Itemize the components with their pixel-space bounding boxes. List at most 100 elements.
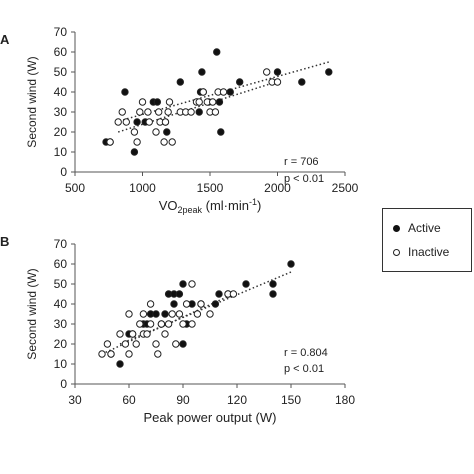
- data-point-active: [176, 78, 185, 86]
- data-point-active: [170, 300, 178, 308]
- data-point-inactive: [164, 320, 173, 328]
- data-point-active: [217, 128, 225, 136]
- x-axis-label-rest: (ml·min: [202, 198, 249, 213]
- data-point-inactive: [155, 108, 163, 116]
- data-point-active: [163, 128, 171, 136]
- data-point-active: [213, 48, 221, 56]
- panel-label: A: [0, 32, 10, 47]
- x-axis-label-main: VO: [159, 198, 178, 213]
- filled-circle-icon: [393, 224, 400, 232]
- x-tick-label: 30: [68, 393, 82, 407]
- data-point-inactive: [136, 108, 144, 116]
- y-tick-label: 50: [54, 65, 68, 79]
- data-point-inactive: [125, 310, 133, 318]
- x-axis-label-sub: 2peak: [177, 205, 202, 215]
- y-tick-label: 0: [60, 165, 67, 179]
- y-tick-label: 10: [54, 145, 68, 159]
- legend: Active Inactive: [382, 208, 472, 272]
- data-point-inactive: [132, 340, 140, 348]
- y-tick-label: 60: [54, 45, 68, 59]
- y-tick-label: 60: [54, 257, 68, 271]
- data-point-active: [236, 78, 244, 86]
- annotation-p: p < 0.01: [284, 173, 324, 185]
- data-point-inactive: [143, 330, 151, 338]
- data-point-active: [198, 68, 206, 76]
- x-axis-label-close: ): [257, 198, 261, 213]
- data-point-active: [116, 360, 124, 368]
- data-point-inactive: [145, 118, 153, 126]
- y-tick-label: 20: [54, 337, 68, 351]
- x-tick-label: 2500: [332, 181, 359, 195]
- data-point-inactive: [263, 68, 271, 76]
- x-axis-label: Peak power output (W): [144, 410, 277, 425]
- data-point-active: [195, 108, 203, 116]
- data-point-inactive: [125, 350, 133, 358]
- data-point-inactive: [146, 320, 155, 328]
- data-point-inactive: [219, 88, 228, 96]
- trend-line-active: [119, 271, 292, 345]
- data-point-inactive: [130, 128, 139, 136]
- data-point-inactive: [206, 310, 214, 318]
- data-point-inactive: [182, 300, 191, 308]
- x-axis-label-sup: -1: [249, 197, 257, 207]
- y-tick-label: 30: [54, 105, 68, 119]
- annotation-r: r = 706: [284, 156, 319, 168]
- data-point-inactive: [168, 138, 176, 146]
- data-point-active: [273, 68, 282, 76]
- y-tick-label: 10: [54, 357, 68, 371]
- data-point-inactive: [165, 98, 174, 106]
- data-point-inactive: [193, 310, 202, 318]
- legend-label-active: Active: [408, 221, 441, 235]
- data-point-inactive: [161, 330, 169, 338]
- data-point-inactive: [199, 88, 207, 96]
- panel-label: B: [0, 234, 9, 249]
- x-tick-label: 1000: [129, 181, 156, 195]
- data-point-inactive: [229, 290, 238, 298]
- data-point-inactive: [160, 138, 168, 146]
- data-point-active: [175, 290, 184, 298]
- data-point-inactive: [128, 330, 137, 338]
- data-point-inactive: [188, 320, 196, 328]
- x-tick-label: 1500: [197, 181, 224, 195]
- y-tick-label: 40: [54, 297, 68, 311]
- panel-a: A 0 10 20 30 40 50 60 70 500 1000 1500 2000 2500 Secon…: [0, 25, 359, 215]
- data-point-inactive: [122, 118, 131, 126]
- legend-item-inactive: Inactive: [393, 243, 449, 261]
- data-point-active: [153, 98, 162, 106]
- data-point-active: [130, 148, 139, 156]
- data-point-active: [242, 280, 250, 288]
- y-tick-label: 30: [54, 317, 68, 331]
- data-point-inactive: [118, 108, 126, 116]
- x-tick-label: 150: [281, 393, 301, 407]
- data-point-inactive: [197, 300, 205, 308]
- hollow-circle-icon: [393, 248, 400, 256]
- x-tick-label: 60: [122, 393, 136, 407]
- y-tick-label: 40: [54, 85, 68, 99]
- data-point-inactive: [146, 300, 155, 308]
- data-point-inactive: [195, 98, 203, 106]
- data-point-inactive: [136, 320, 144, 328]
- data-point-active: [152, 310, 160, 318]
- data-point-inactive: [114, 118, 122, 126]
- data-point-inactive: [161, 118, 170, 126]
- data-point-active: [215, 98, 224, 106]
- data-point-active: [215, 290, 223, 298]
- data-point-active: [269, 290, 277, 298]
- annotation-r: r = 0.804: [284, 347, 328, 359]
- data-point-inactive: [144, 108, 152, 116]
- data-point-active: [133, 118, 141, 126]
- data-point-active: [298, 78, 306, 86]
- data-point-inactive: [164, 108, 172, 116]
- data-point-inactive: [175, 310, 184, 318]
- data-point-active: [211, 300, 220, 308]
- data-point-active: [179, 340, 187, 348]
- data-point-inactive: [133, 138, 141, 146]
- panel-b: B 0 10 20 30 40 50 60 70 30 60 90 120 150 180 Second wi…: [0, 234, 355, 425]
- data-point-inactive: [209, 98, 217, 106]
- data-point-inactive: [168, 310, 176, 318]
- y-tick-label: 70: [54, 237, 68, 251]
- x-tick-label: 120: [227, 393, 247, 407]
- y-axis-label: Second wind (W): [25, 56, 39, 147]
- y-axis-label: Second wind (W): [25, 268, 39, 359]
- trend-line-inactive: [117, 81, 277, 133]
